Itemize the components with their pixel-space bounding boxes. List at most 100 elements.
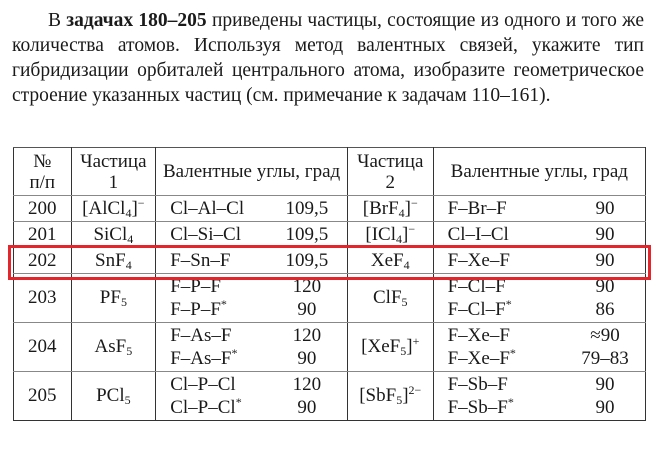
bond-name: Cl–I–Cl	[448, 223, 509, 246]
subscript: 5	[400, 344, 407, 358]
angles-1: Cl–P–Cl 120 Cl–P–Cl* 90	[155, 371, 348, 421]
table-header-row: № п/п Частица 1 Валентные углы, град Части…	[13, 147, 647, 196]
formula-text: F–Xe–F	[447, 348, 510, 369]
formula-text: [AlCl	[82, 197, 126, 219]
superscript: −	[137, 195, 145, 210]
subscript: 5	[396, 393, 403, 407]
bond-angle: F–As–F 120	[156, 324, 347, 347]
formula-text: ]	[404, 197, 411, 219]
subscript: 4	[125, 257, 132, 272]
angle-value: 120	[292, 374, 322, 395]
superscript: 2−	[408, 383, 422, 397]
header-text: Частица	[357, 150, 424, 172]
bond-angle: F–Xe–F ≈90	[434, 324, 645, 347]
formula-text: ]	[406, 336, 413, 357]
formula-text: F–Xe–F	[447, 250, 510, 271]
angles-2: F–Xe–F ≈90 F–Xe–F* 79–83	[432, 322, 647, 372]
bond-angle: F–P–F* 90	[156, 298, 347, 321]
formula-text: [BrF	[362, 197, 399, 219]
angle-value: 109,5	[285, 250, 329, 271]
angle-value: 86	[595, 299, 615, 320]
particles-table: № п/п Частица 1 Валентные углы, град Части…	[13, 147, 647, 421]
formula-text: F–Sb–F	[447, 397, 508, 418]
bond-angle: Cl–P–Cl 120	[156, 373, 347, 396]
bond-name: F–Cl–F*	[448, 298, 512, 321]
particle-formula: ClF5	[373, 287, 408, 308]
header-text: Частица	[80, 150, 147, 172]
angles-2: F–Cl–F 90 F–Cl–F* 86	[432, 273, 647, 323]
bond-name: F–Br–F	[448, 197, 507, 220]
particle-formula: [XeF5]+	[361, 335, 419, 358]
superscript: −	[410, 195, 418, 210]
bond-name: Cl–P–Cl	[170, 373, 235, 396]
subscript: 5	[124, 393, 131, 407]
formula-text: F–Cl–F	[447, 276, 506, 297]
bond-angle: Cl–Al–Cl 109,5	[156, 197, 347, 220]
formula-text: PF	[99, 287, 121, 308]
particle-formula: [BrF4]−	[362, 195, 418, 220]
header-text: 1	[108, 171, 119, 193]
subscript: 4	[398, 205, 405, 220]
formula-text: Cl–P–Cl	[170, 374, 236, 395]
bond-name: F–Xe–F	[448, 249, 510, 272]
particle-formula: [SbF5]2−	[359, 383, 422, 407]
particle-2: XeF4	[346, 247, 434, 274]
bond-angle: F–Xe–F 90	[434, 249, 645, 272]
row-number: 204	[13, 322, 72, 372]
particle-formula: SnF4	[95, 250, 132, 271]
formula-text: F–Sn–F	[170, 250, 231, 271]
subscript: 5	[126, 344, 133, 358]
table-row-203: 203 PF5 F–P–F 120 F–P–F* 90 ClF5 F–Cl–F 90 F–Cl–F…	[13, 273, 647, 323]
formula-text: XeF	[370, 249, 404, 271]
particle-1: SnF4	[70, 247, 157, 274]
bond-angle: Cl–P–Cl* 90	[156, 396, 347, 419]
bond-angle: Cl–I–Cl 90	[434, 223, 645, 246]
angles-2: F–Sb–F 90 F–Sb–F* 90	[432, 371, 647, 421]
angle-value: 120	[292, 276, 322, 297]
bond-name: Cl–Al–Cl	[170, 197, 244, 220]
bond-angle: F–Cl–F 90	[434, 275, 645, 298]
angles-1: Cl–Si–Cl 109,5	[155, 221, 348, 248]
formula-text: Cl–Al–Cl	[170, 198, 245, 219]
angles-1: F–Sn–F 109,5	[155, 247, 348, 274]
table-row-204: 204 AsF5 F–As–F 120 F–As–F* 90 [XeF5]+ F–Xe–F ≈9…	[13, 322, 647, 372]
superscript: *	[235, 395, 242, 409]
header-text: №	[33, 150, 52, 172]
intro-bold-tasks: задачах 180–205	[66, 10, 207, 31]
table-row-202: 202 SnF4 F–Sn–F 109,5 XeF4 F–Xe–F 90	[13, 247, 647, 274]
angles-1: F–P–F 120 F–P–F* 90	[155, 273, 348, 323]
particle-1: AsF5	[70, 322, 157, 372]
subscript: 5	[401, 295, 408, 309]
header-number: № п/п	[13, 147, 72, 196]
row-number: 200	[13, 195, 72, 222]
header-text: Валентные углы, град	[162, 161, 341, 182]
bond-name: F–As–F*	[170, 347, 237, 370]
particle-2: [XeF5]+	[346, 322, 434, 372]
table-row-205: 205 PCl5 Cl–P–Cl 120 Cl–P–Cl* 90 [SbF5]2− F–Sb–…	[13, 371, 647, 421]
bond-angle: F–Sb–F* 90	[434, 396, 645, 419]
bond-angle: F–Sb–F 90	[434, 373, 645, 396]
superscript: *	[505, 297, 512, 311]
particle-formula: [ICl4]−	[365, 223, 415, 245]
angle-value: 90	[297, 348, 317, 369]
subscript: 4	[403, 257, 410, 272]
particle-formula: PCl5	[96, 385, 131, 406]
superscript: *	[231, 346, 238, 360]
angle-value: 109,5	[285, 224, 329, 245]
angles-2: F–Xe–F 90	[432, 247, 647, 274]
formula-text: ClF	[373, 287, 402, 308]
formula-text: Cl–Si–Cl	[170, 224, 241, 245]
formula-text: F–As–F	[170, 325, 232, 346]
bond-angle: F–Cl–F* 86	[434, 298, 645, 321]
header-text: 2	[385, 171, 396, 193]
bond-name: F–Xe–F	[448, 324, 510, 347]
bond-name: F–Sn–F	[170, 249, 230, 272]
bond-name: F–P–F*	[170, 298, 227, 321]
subscript: 5	[120, 295, 127, 309]
formula-text: F–Br–F	[447, 198, 507, 219]
row-number: 201	[13, 221, 72, 248]
header-text: п/п	[29, 171, 56, 193]
formula-text: ]	[402, 223, 409, 245]
formula-text: ]	[402, 385, 409, 406]
formula-text: F–Sb–F	[447, 374, 508, 395]
